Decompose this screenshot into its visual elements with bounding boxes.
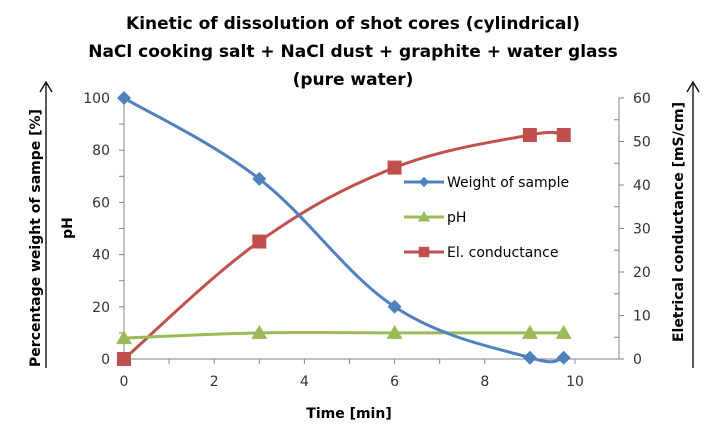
chart-title-line-3: (pure water) <box>293 70 414 90</box>
data-point-square <box>522 127 537 142</box>
x-tick-label: 10 <box>566 374 584 390</box>
legend: Weight of sample pH El. conductance <box>404 175 569 261</box>
y-right-tick-label: 20 <box>633 265 651 281</box>
legend-label: Weight of sample <box>447 175 569 191</box>
data-point-diamond <box>252 171 267 186</box>
chart-title-line-2: NaCl cooking salt + NaCl dust + graphite… <box>88 42 618 62</box>
y-right-tick-label: 40 <box>633 178 651 194</box>
x-tick-label: 8 <box>480 374 489 390</box>
series-ph <box>116 324 572 345</box>
data-point-triangle <box>116 330 132 345</box>
data-point-diamond <box>117 91 131 105</box>
left-arrow-head-icon <box>39 80 53 93</box>
legend-label: pH <box>447 210 466 226</box>
y-left-tick-label: 100 <box>83 91 110 107</box>
data-point-square <box>387 160 402 175</box>
y-right-tick-label: 60 <box>633 91 651 107</box>
series-line <box>123 330 564 340</box>
legend-item: Weight of sample <box>404 175 569 191</box>
data-point-triangle <box>251 324 268 339</box>
series-weight-of-sample <box>117 91 571 365</box>
data-point-square <box>556 127 571 142</box>
y-axis-left-inner-label: pH <box>60 217 76 239</box>
y-left-tick-label: 80 <box>92 143 110 159</box>
data-point-diamond <box>522 350 537 365</box>
data-point-square <box>117 352 131 366</box>
data-point-triangle <box>386 324 403 339</box>
y-axis-left-label: Percentage weight of sampe [%] <box>28 109 44 367</box>
x-tick-label: 6 <box>390 374 399 390</box>
series-line <box>123 96 564 364</box>
y-axis-right-label: Eletrical conductance [mS/cm] <box>671 102 687 342</box>
x-axis-label: Time [min] <box>306 406 391 422</box>
y-right-tick-label: 30 <box>633 222 651 238</box>
data-point-square <box>252 234 267 249</box>
right-arrow-head-icon <box>686 80 700 93</box>
legend-item: El. conductance <box>404 245 558 261</box>
series-layer <box>116 91 572 366</box>
x-tick-label: 0 <box>120 374 129 390</box>
x-tick-label: 4 <box>300 374 309 390</box>
data-point-triangle <box>521 324 538 339</box>
y-right-tick-label: 50 <box>633 135 651 151</box>
y-left-tick-label: 20 <box>92 300 110 316</box>
data-point-triangle <box>555 324 572 339</box>
legend-square-icon <box>418 246 430 258</box>
legend-label: El. conductance <box>447 245 558 261</box>
legend-triangle-icon <box>418 211 430 222</box>
data-point-diamond <box>387 299 402 314</box>
axes: 0 20 40 60 80 100 0 10 20 30 40 50 60 0 2 4 6 8 10 <box>83 91 651 390</box>
y-right-tick-label: 0 <box>633 352 642 368</box>
legend-diamond-icon <box>418 176 430 188</box>
y-left-tick-label: 60 <box>92 195 110 211</box>
data-point-diamond <box>556 350 571 365</box>
y-left-tick-label: 40 <box>92 248 110 264</box>
x-tick-label: 2 <box>210 374 219 390</box>
chart-title-line-1: Kinetic of dissolution of shot cores (cy… <box>126 14 580 34</box>
y-right-tick-label: 10 <box>633 309 651 325</box>
y-left-tick-label: 0 <box>101 352 110 368</box>
series-el-conductance <box>117 127 571 366</box>
legend-item: pH <box>404 210 466 226</box>
